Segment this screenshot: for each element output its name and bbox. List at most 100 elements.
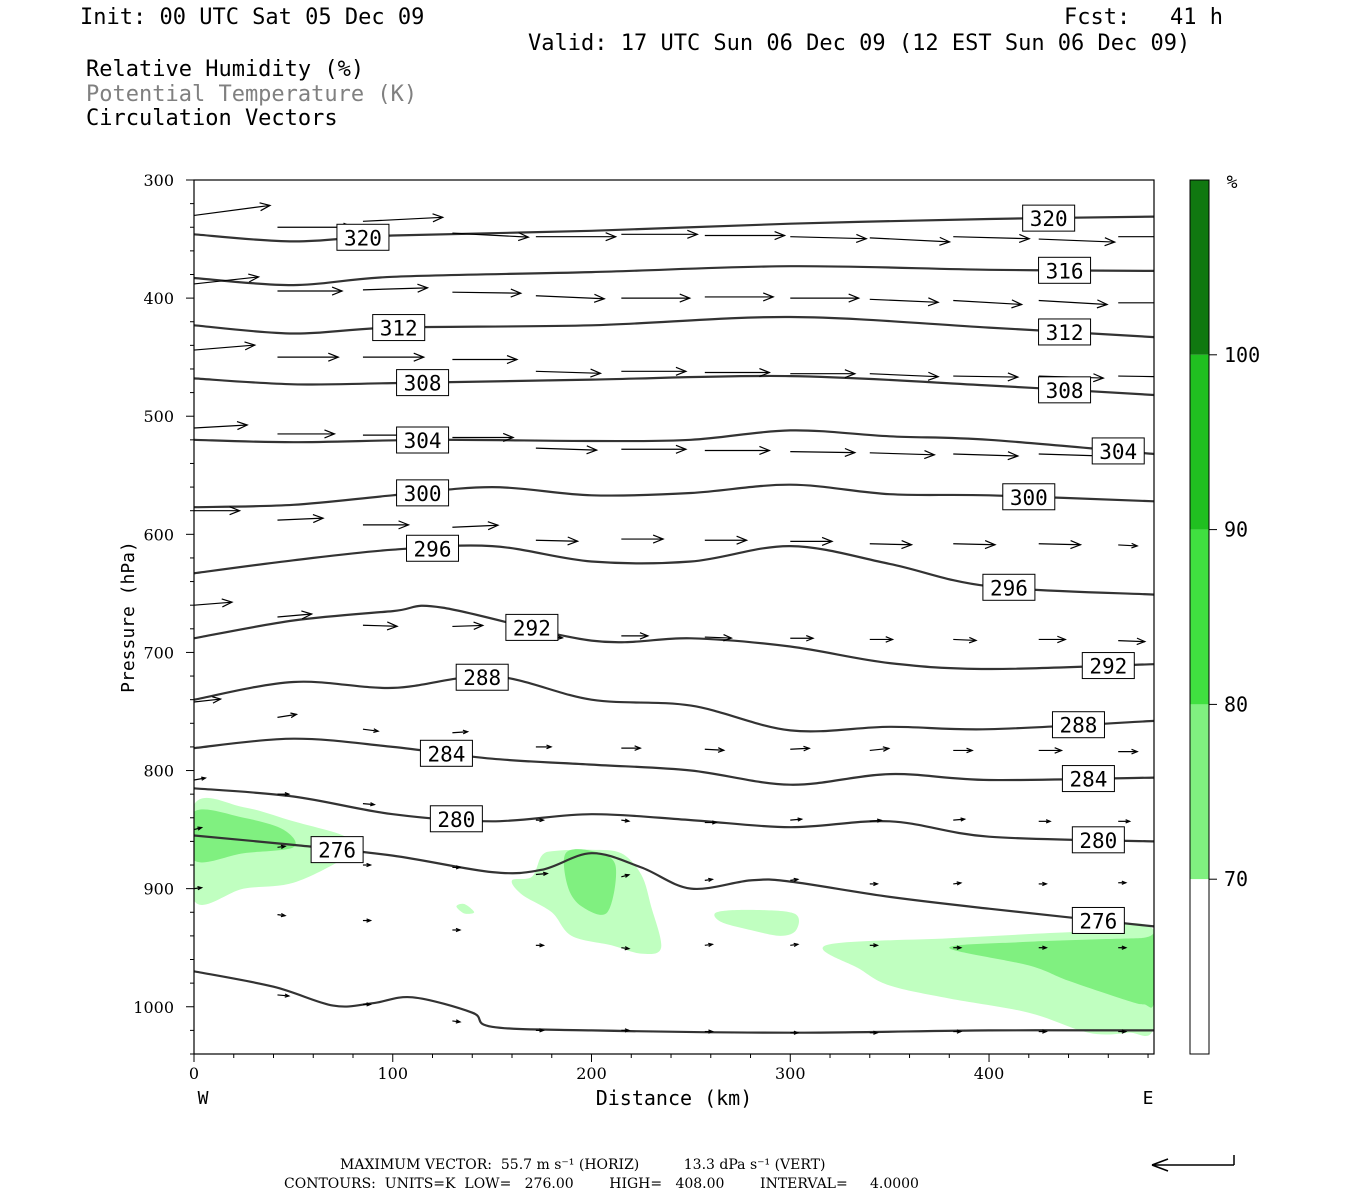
circulation-vector bbox=[953, 881, 963, 886]
circulation-vector bbox=[704, 877, 715, 883]
theta-contour bbox=[194, 265, 1154, 287]
circulation-vector bbox=[869, 297, 940, 307]
max-vector-info: MAXIMUM VECTOR: 55.7 m s⁻¹ (HORIZ) 13.3 … bbox=[340, 1157, 826, 1173]
circulation-vector bbox=[1118, 236, 1154, 238]
svg-text:304: 304 bbox=[1099, 440, 1137, 464]
theta-contour bbox=[194, 787, 1154, 843]
y-tick: 400 bbox=[143, 289, 194, 308]
circulation-vector bbox=[704, 820, 718, 825]
theta-contour bbox=[194, 970, 1154, 1034]
circulation-vector bbox=[790, 233, 868, 243]
contour-label: 280 bbox=[429, 805, 483, 833]
svg-text:700: 700 bbox=[143, 643, 174, 662]
circulation-vector bbox=[535, 232, 618, 242]
svg-text:312: 312 bbox=[380, 317, 418, 341]
y-tick: 800 bbox=[143, 762, 194, 781]
circulation-vector bbox=[1038, 539, 1083, 550]
plot-frame bbox=[193, 179, 1155, 1055]
x-tick: 100 bbox=[377, 1054, 408, 1083]
svg-text:300: 300 bbox=[143, 171, 174, 190]
colorbar-segment bbox=[1190, 354, 1209, 530]
circulation-vector bbox=[869, 818, 883, 823]
x-tick: 400 bbox=[974, 1054, 1004, 1083]
circulation-vector bbox=[790, 877, 800, 883]
circulation-vector bbox=[452, 729, 470, 735]
axes: 300 400 500 600 700 800 900 1000 0 100 200 300 400 bbox=[133, 171, 1149, 1083]
svg-text:400: 400 bbox=[143, 289, 174, 308]
svg-text:900: 900 bbox=[143, 880, 174, 899]
svg-text:296: 296 bbox=[990, 576, 1028, 600]
contour-label: 284 bbox=[419, 739, 473, 767]
theta-contour bbox=[194, 604, 1154, 671]
svg-text:292: 292 bbox=[513, 616, 551, 640]
circulation-vector bbox=[362, 1002, 373, 1007]
rh-region bbox=[194, 809, 296, 863]
contour-label: 304 bbox=[396, 426, 450, 454]
circulation-vector bbox=[790, 1030, 800, 1035]
svg-text:300: 300 bbox=[1010, 486, 1048, 510]
circulation-vector bbox=[194, 202, 272, 217]
forecast-hour: Fcst: 41 h bbox=[1064, 5, 1223, 30]
colorbar-segment bbox=[1190, 879, 1209, 1054]
colorbar-unit: % bbox=[1227, 172, 1238, 193]
svg-text:500: 500 bbox=[143, 407, 174, 426]
circulation-vector bbox=[194, 341, 257, 351]
circulation-vector bbox=[1038, 299, 1109, 309]
svg-text:300: 300 bbox=[775, 1064, 806, 1083]
circulation-vector bbox=[1118, 748, 1139, 755]
circulation-vector bbox=[621, 818, 631, 823]
circulation-vector bbox=[790, 369, 857, 379]
circulation-vector bbox=[535, 445, 599, 455]
circulation-vector bbox=[790, 942, 800, 947]
circulation-vector bbox=[452, 521, 500, 531]
circulation-vector bbox=[1118, 819, 1132, 824]
theta-contour bbox=[194, 315, 1154, 339]
svg-text:312: 312 bbox=[1046, 321, 1084, 345]
circulation-vector bbox=[277, 286, 344, 296]
circulation-vector bbox=[194, 696, 223, 704]
y-tick: 600 bbox=[143, 525, 194, 544]
circulation-vector bbox=[869, 1030, 879, 1035]
svg-text:284: 284 bbox=[1069, 768, 1107, 792]
circulation-vector bbox=[362, 283, 430, 293]
rh-shading-layer bbox=[194, 797, 1154, 1036]
theta-contour bbox=[194, 737, 1154, 786]
circulation-vector bbox=[362, 352, 426, 362]
circulation-vector bbox=[621, 632, 650, 640]
colorbar-label: 70 bbox=[1224, 867, 1248, 891]
colorbar-segment bbox=[1190, 529, 1209, 705]
field-title-rh: Relative Humidity (%) bbox=[86, 57, 365, 82]
circulation-vector bbox=[790, 536, 834, 546]
svg-text:280: 280 bbox=[1079, 829, 1117, 853]
circulation-vector bbox=[790, 447, 857, 458]
circulation-vector bbox=[1038, 635, 1067, 644]
valid-time: Valid: 17 UTC Sun 06 Dec 09 (12 EST Sun … bbox=[528, 31, 1191, 56]
circulation-vector bbox=[194, 886, 204, 891]
circulation-vector bbox=[277, 792, 291, 797]
svg-text:288: 288 bbox=[1060, 714, 1098, 738]
circulation-vector bbox=[704, 292, 775, 302]
circulation-vector bbox=[1118, 1029, 1128, 1034]
contour-label: 276 bbox=[310, 836, 364, 864]
circulation-vector bbox=[1038, 747, 1064, 754]
svg-text:800: 800 bbox=[143, 762, 174, 781]
x-axis-label: Distance (km) bbox=[596, 1086, 753, 1110]
theta-contour bbox=[194, 674, 1154, 733]
colorbar-label: 90 bbox=[1224, 518, 1248, 542]
circulation-vector bbox=[953, 372, 1020, 382]
svg-text:276: 276 bbox=[318, 839, 356, 863]
circulation-vector bbox=[194, 506, 242, 516]
contour-label: 300 bbox=[396, 479, 450, 507]
circulation-vector bbox=[535, 817, 546, 823]
circulation-vector bbox=[790, 745, 811, 752]
circulation-vector bbox=[953, 451, 1020, 461]
colorbar-segment bbox=[1190, 704, 1209, 880]
svg-text:276: 276 bbox=[1079, 909, 1117, 933]
circulation-vector bbox=[869, 881, 879, 887]
theta-contour bbox=[194, 374, 1154, 397]
circulation-vector bbox=[621, 946, 631, 951]
y-tick: 500 bbox=[143, 407, 194, 426]
svg-text:280: 280 bbox=[437, 808, 475, 832]
field-title-theta: Potential Temperature (K) bbox=[86, 82, 418, 107]
circulation-vector bbox=[704, 634, 734, 642]
